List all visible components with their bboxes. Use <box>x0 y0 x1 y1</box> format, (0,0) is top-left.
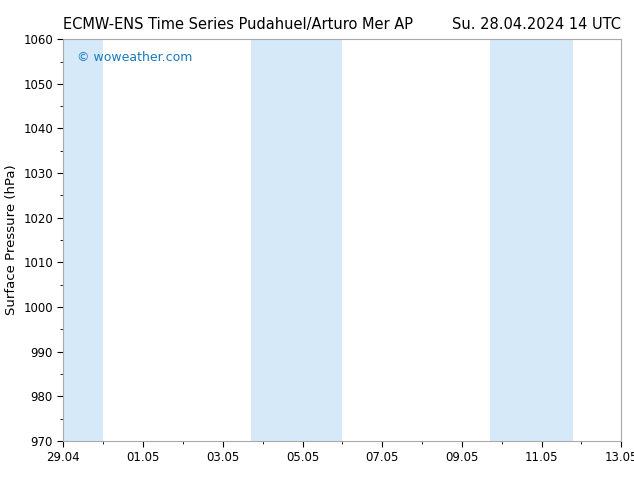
Y-axis label: Surface Pressure (hPa): Surface Pressure (hPa) <box>4 165 18 316</box>
Text: Su. 28.04.2024 14 UTC: Su. 28.04.2024 14 UTC <box>452 17 621 32</box>
Text: © woweather.com: © woweather.com <box>77 51 193 64</box>
Bar <box>342 39 490 441</box>
Bar <box>103 39 250 441</box>
Text: ECMW-ENS Time Series Pudahuel/Arturo Mer AP: ECMW-ENS Time Series Pudahuel/Arturo Mer… <box>63 17 413 32</box>
Bar <box>574 39 622 441</box>
